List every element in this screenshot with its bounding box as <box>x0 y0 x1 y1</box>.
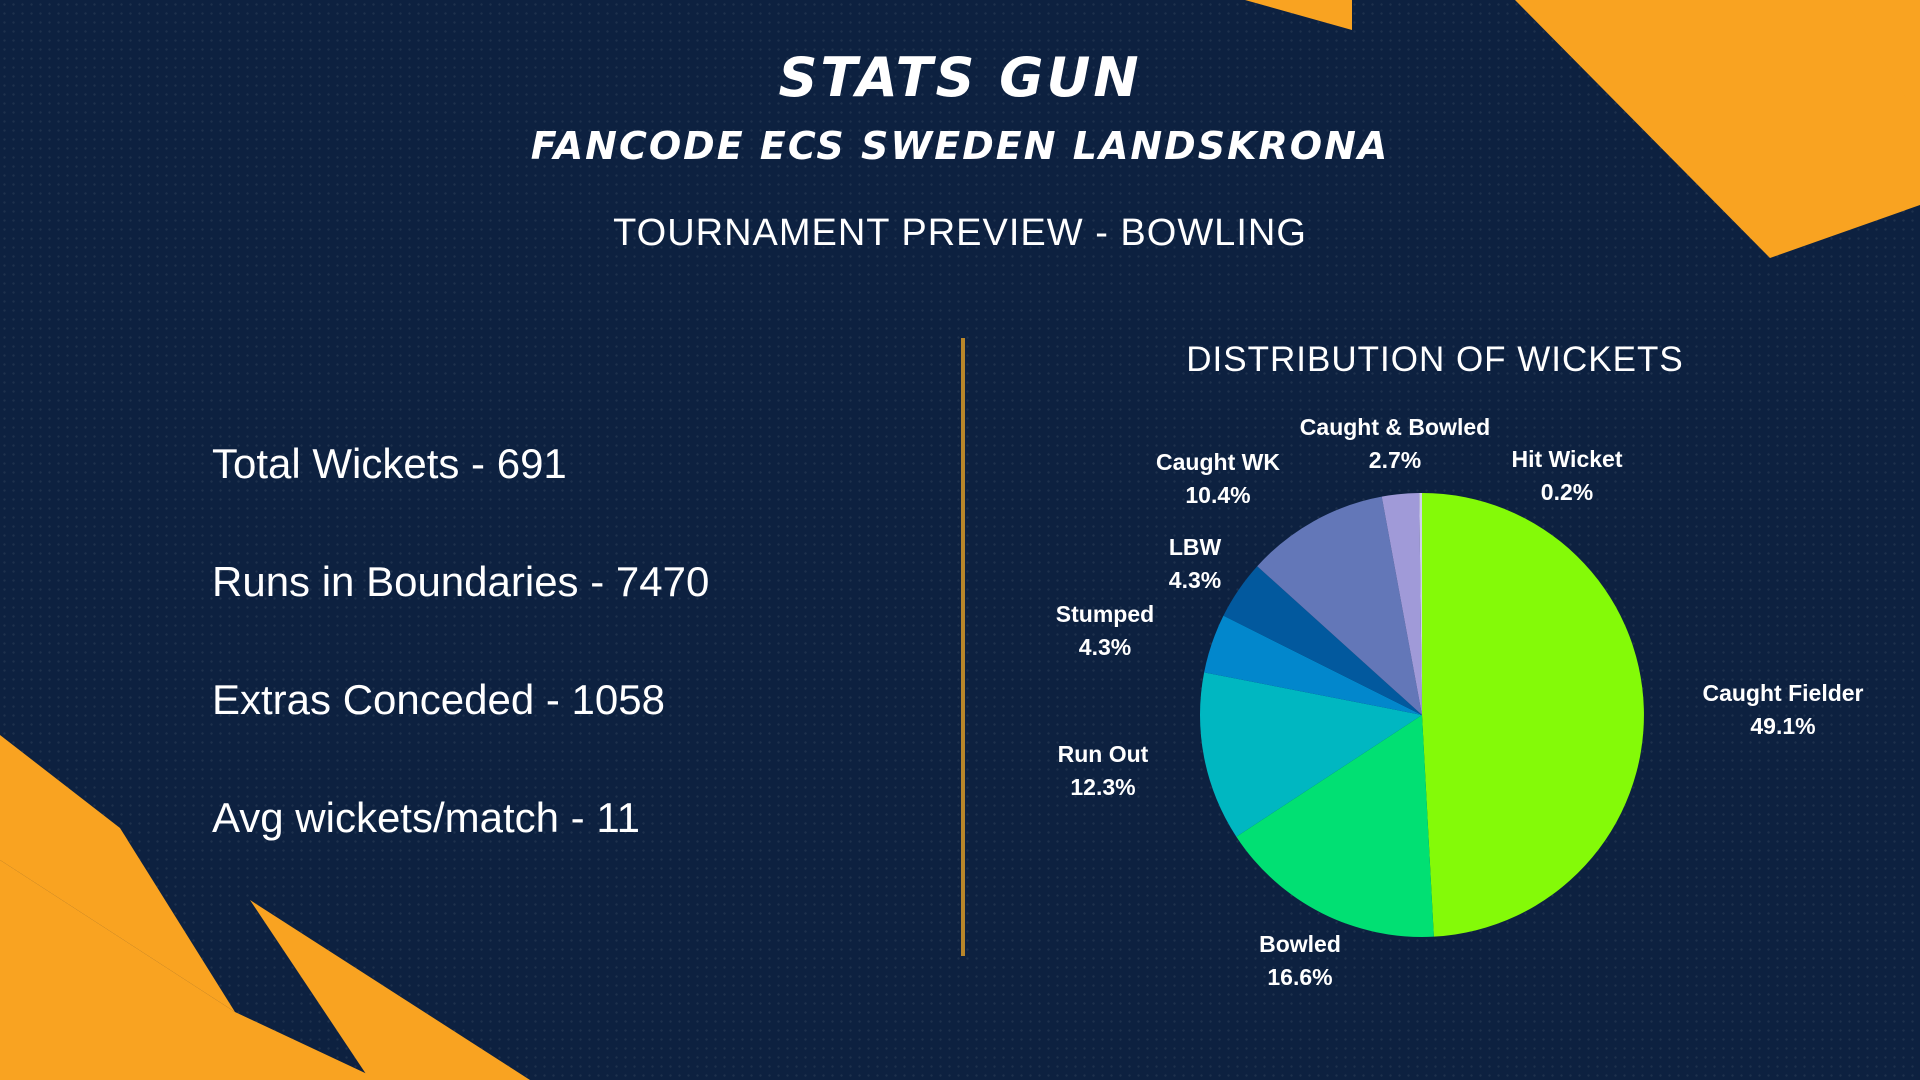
slice-value-caught-fielder: 49.1% <box>1750 713 1815 739</box>
pie-slice-run-out <box>1200 672 1422 837</box>
stat-avg-wickets-per-match: Avg wickets/match - 11 <box>212 794 640 841</box>
slice-value-hit-wicket: 0.2% <box>1541 479 1593 505</box>
vertical-divider <box>961 338 965 956</box>
slice-value-caught-bowled: 2.7% <box>1369 447 1421 473</box>
pie-slice-stumped <box>1204 615 1422 715</box>
stat-runs-in-boundaries: Runs in Boundaries - 7470 <box>212 558 710 605</box>
slice-value-bowled: 16.6% <box>1267 964 1332 990</box>
stat-extras-conceded: Extras Conceded - 1058 <box>212 676 665 723</box>
pie-slice-hit-wicket <box>1419 493 1422 715</box>
slice-label-caught-fielder: Caught Fielder <box>1702 680 1863 706</box>
slice-label-run-out: Run Out <box>1058 741 1149 767</box>
pie-slice-caught-wk <box>1257 496 1422 715</box>
slice-value-run-out: 12.3% <box>1070 774 1135 800</box>
bottom-left-stripes <box>0 735 530 1080</box>
top-right-stripes <box>1245 0 1920 258</box>
pie-slice-bowled <box>1236 715 1434 937</box>
tournament-name: FANCODE ECS SWEDEN LANDSKRONA <box>530 124 1390 168</box>
slice-label-caught-bowled: Caught & Bowled <box>1300 414 1490 440</box>
slice-value-caught-wk: 10.4% <box>1185 482 1250 508</box>
slice-value-stumped: 4.3% <box>1079 634 1131 660</box>
brand-title: STATS GUN <box>778 46 1142 109</box>
pie-slice-caught-bowled <box>1381 493 1422 715</box>
stat-total-wickets: Total Wickets - 691 <box>212 440 567 487</box>
slice-label-stumped: Stumped <box>1056 601 1154 627</box>
pie-slice-caught-fielder <box>1422 493 1644 937</box>
slice-value-lbw: 4.3% <box>1169 567 1221 593</box>
pie-slice-lbw <box>1223 566 1422 715</box>
section-heading: TOURNAMENT PREVIEW - BOWLING <box>613 212 1307 254</box>
slice-label-bowled: Bowled <box>1259 931 1341 957</box>
slice-label-hit-wicket: Hit Wicket <box>1512 446 1623 472</box>
slice-label-caught-wk: Caught WK <box>1156 449 1280 475</box>
slice-label-lbw: LBW <box>1169 534 1222 560</box>
chart-title: DISTRIBUTION OF WICKETS <box>1186 340 1684 379</box>
